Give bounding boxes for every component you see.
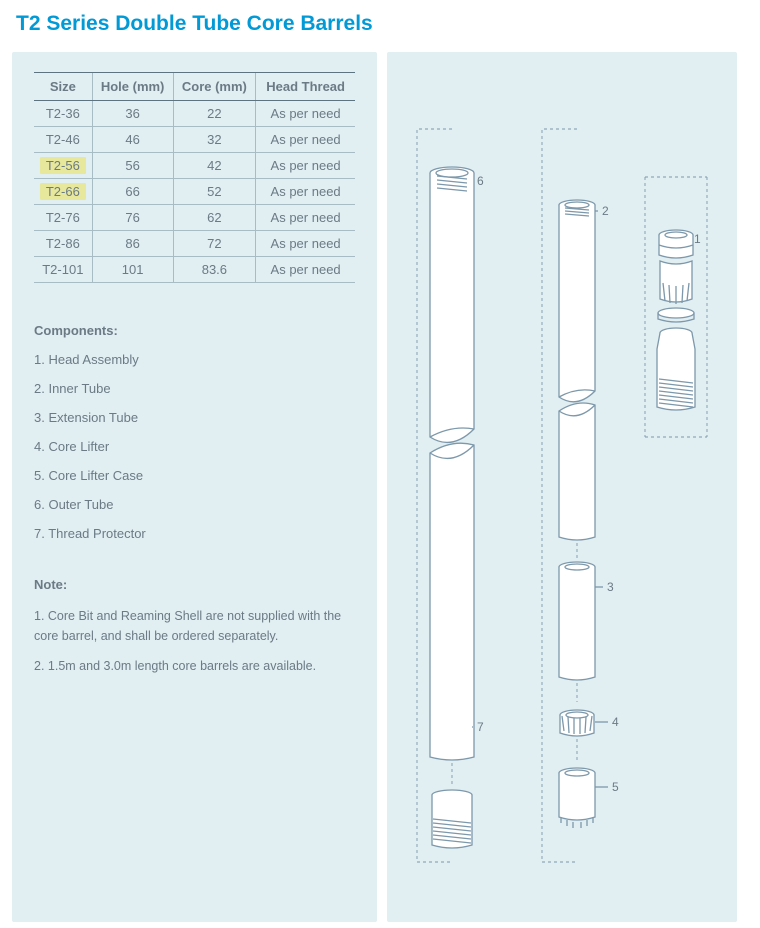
component-item: 3. Extension Tube — [34, 410, 355, 425]
diagram-label: 7 — [477, 720, 484, 734]
diagram-label: 5 — [612, 780, 619, 794]
diagram-label: 2 — [602, 204, 609, 218]
table-cell: As per need — [256, 127, 355, 153]
table-cell: 52 — [173, 179, 256, 205]
spec-table: SizeHole (mm)Core (mm)Head Thread T2-363… — [34, 72, 355, 283]
table-cell: 62 — [173, 205, 256, 231]
diagram-label: 4 — [612, 715, 619, 729]
page-title: T2 Series Double Tube Core Barrels — [16, 12, 748, 36]
panels: SizeHole (mm)Core (mm)Head Thread T2-363… — [12, 52, 748, 922]
component-item: 6. Outer Tube — [34, 497, 355, 512]
component-item: 4. Core Lifter — [34, 439, 355, 454]
table-row: T2-10110183.6As per need — [34, 257, 355, 283]
table-row: T2-565642As per need — [34, 153, 355, 179]
table-cell: 22 — [173, 101, 256, 127]
exploded-diagram: 6 2 1 3 7 4 5 — [397, 77, 727, 897]
table-cell: As per need — [256, 257, 355, 283]
components-label: Components: — [34, 323, 355, 338]
table-header: Size — [34, 73, 92, 101]
table-header: Hole (mm) — [92, 73, 173, 101]
component-item: 1. Head Assembly — [34, 352, 355, 367]
component-item: 2. Inner Tube — [34, 381, 355, 396]
table-cell: As per need — [256, 179, 355, 205]
note-block: Note: 1. Core Bit and Reaming Shell are … — [34, 577, 355, 676]
components-list: 1. Head Assembly 2. Inner Tube 3. Extensio… — [34, 352, 355, 541]
diagram-label: 6 — [477, 174, 484, 188]
table-header: Head Thread — [256, 73, 355, 101]
right-panel: 6 2 1 3 7 4 5 — [387, 52, 737, 922]
table-cell: 66 — [92, 179, 173, 205]
table-row: T2-666652As per need — [34, 179, 355, 205]
table-header: Core (mm) — [173, 73, 256, 101]
table-cell: As per need — [256, 231, 355, 257]
component-item: 5. Core Lifter Case — [34, 468, 355, 483]
table-cell: 83.6 — [173, 257, 256, 283]
table-row: T2-868672As per need — [34, 231, 355, 257]
table-cell: T2-101 — [34, 257, 92, 283]
note-label: Note: — [34, 577, 355, 592]
table-cell: T2-76 — [34, 205, 92, 231]
table-cell: 46 — [92, 127, 173, 153]
table-cell: 56 — [92, 153, 173, 179]
table-row: T2-363622As per need — [34, 101, 355, 127]
table-cell: As per need — [256, 205, 355, 231]
table-cell: T2-46 — [34, 127, 92, 153]
diagram-label: 1 — [694, 232, 701, 246]
table-cell: 32 — [173, 127, 256, 153]
table-cell: 86 — [92, 231, 173, 257]
diagram-label: 3 — [607, 580, 614, 594]
table-cell: 36 — [92, 101, 173, 127]
table-cell: As per need — [256, 101, 355, 127]
component-item: 7. Thread Protector — [34, 526, 355, 541]
table-row: T2-464632As per need — [34, 127, 355, 153]
left-panel: SizeHole (mm)Core (mm)Head Thread T2-363… — [12, 52, 377, 922]
table-cell: T2-56 — [34, 153, 92, 179]
table-cell: 101 — [92, 257, 173, 283]
table-cell: As per need — [256, 153, 355, 179]
table-cell: T2-86 — [34, 231, 92, 257]
note-item: 2. 1.5m and 3.0m length core barrels are… — [34, 656, 355, 676]
table-row: T2-767662As per need — [34, 205, 355, 231]
table-cell: 72 — [173, 231, 256, 257]
table-cell: 42 — [173, 153, 256, 179]
note-item: 1. Core Bit and Reaming Shell are not su… — [34, 606, 355, 646]
table-cell: 76 — [92, 205, 173, 231]
table-cell: T2-66 — [34, 179, 92, 205]
table-cell: T2-36 — [34, 101, 92, 127]
